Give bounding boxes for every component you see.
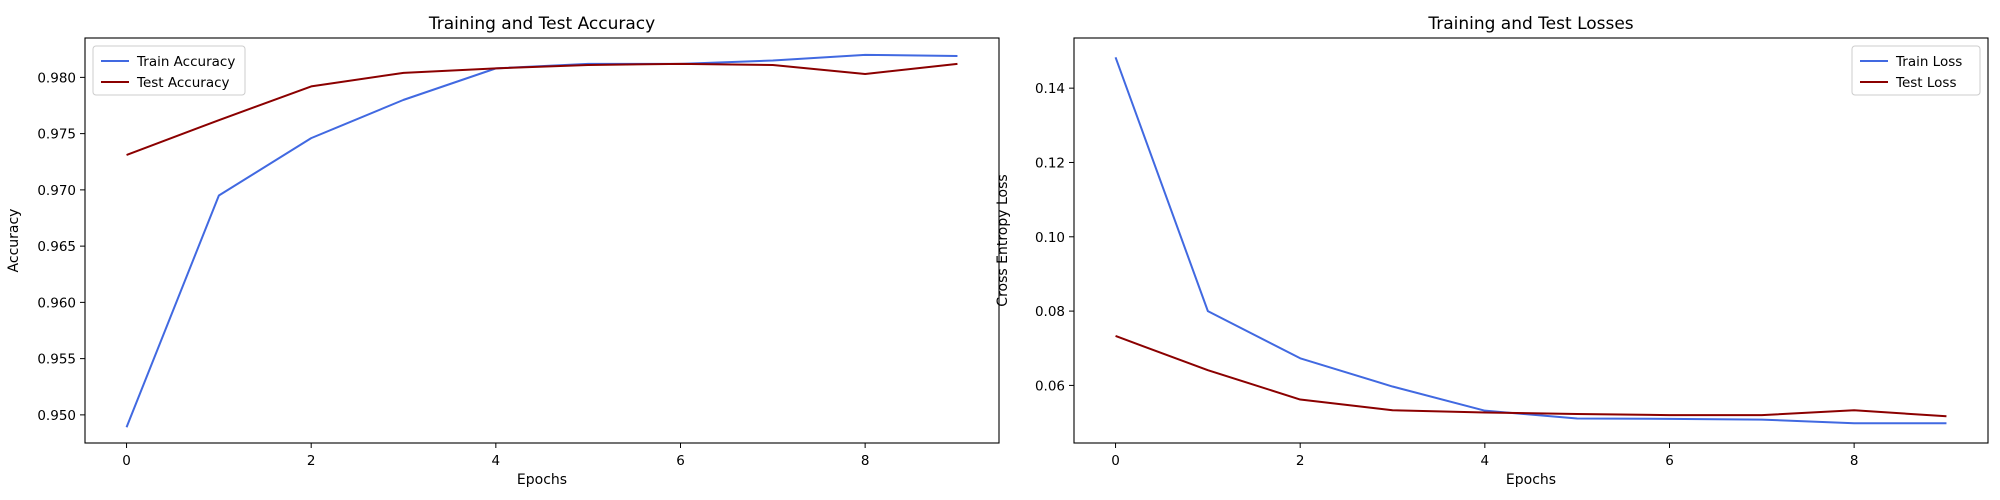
series-line-1: [125, 53, 958, 428]
series-line-1: [1114, 56, 1947, 425]
chart-2: Training and Test Losses 0 2 4 6 8 0.06 0.08 0.1…: [995, 14, 1989, 488]
y-tick-label: 0.980: [37, 70, 76, 86]
x-tick-label: 4: [1481, 453, 1490, 469]
x-tick-label: 2: [307, 453, 316, 469]
y-tick-label: 0.10: [1035, 230, 1065, 246]
legend-box: [92, 45, 246, 96]
x-tick-label: 6: [676, 453, 685, 469]
chart-1: Training and Test Accuracy 0 2 4 6 8 0.950 0.95…: [6, 14, 1000, 488]
y-tick-label: 0.14: [1035, 81, 1065, 97]
y-tick-label: 0.955: [37, 352, 76, 368]
x-axis-label: Epochs: [1506, 472, 1556, 488]
x-tick-label: 0: [1111, 453, 1120, 469]
legend-label: Train Loss: [1895, 54, 1962, 70]
x-tick-label: 4: [492, 453, 501, 469]
y-axis-label: Accuracy: [6, 209, 22, 273]
plot-area-frame: [84, 37, 1000, 444]
legend-label: Test Loss: [1895, 75, 1957, 91]
plot-area-frame: [1073, 37, 1989, 444]
y-tick-label: 0.965: [37, 239, 76, 255]
x-tick-label: 8: [1850, 453, 1859, 469]
y-tick-label: 0.950: [37, 408, 76, 424]
chart-title: Training and Test Losses: [1427, 14, 1633, 34]
x-tick-label: 0: [122, 453, 131, 469]
legend-label: Train Accuracy: [136, 54, 235, 70]
y-tick-label: 0.06: [1035, 378, 1065, 394]
y-tick-label: 0.960: [37, 295, 76, 311]
series-line-2: [126, 62, 958, 156]
x-tick-label: 8: [861, 453, 870, 469]
legend: Train Loss Test Loss: [1851, 45, 1981, 96]
x-tick-label: 2: [1296, 453, 1305, 469]
y-tick-label: 0.08: [1035, 304, 1065, 320]
y-tick-label: 0.970: [37, 183, 76, 199]
x-tick-label: 6: [1665, 453, 1674, 469]
y-tick-label: 0.12: [1035, 155, 1065, 171]
series-line-2: [1115, 335, 1947, 418]
legend: Train Accuracy Test Accuracy: [92, 45, 246, 96]
x-axis-label: Epochs: [517, 472, 567, 488]
chart-title: Training and Test Accuracy: [428, 14, 655, 34]
y-axis-label: Cross Entropy Loss: [995, 174, 1011, 306]
y-tick-label: 0.975: [37, 127, 76, 143]
legend-label: Test Accuracy: [136, 75, 230, 91]
